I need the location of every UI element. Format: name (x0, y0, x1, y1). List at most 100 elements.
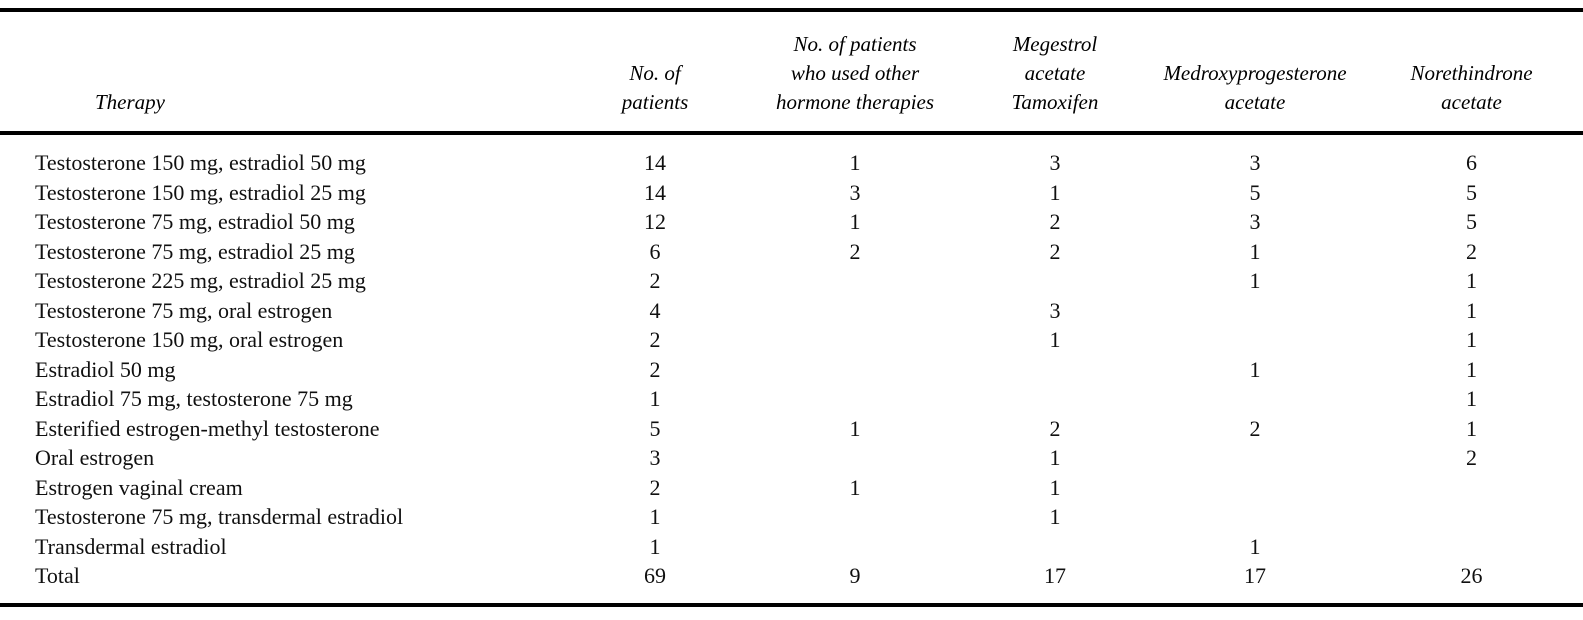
value-cell: 1 (649, 504, 661, 529)
value-cell (1150, 443, 1360, 473)
value-cell (1360, 473, 1583, 503)
value-cell: 3 (649, 445, 661, 470)
value-cell (750, 355, 960, 385)
value-cell: 2 (1249, 415, 1261, 441)
value-cell: 12 (644, 209, 666, 234)
column-header-megestrol-acetate-tamoxifen: Megestrol acetate Tamoxifen (960, 10, 1150, 135)
value-cell: 1 (649, 533, 661, 559)
value-cell: 14 (644, 150, 666, 175)
value-cell: 2 (649, 474, 661, 500)
value-cell: 1 (1249, 533, 1261, 559)
value-cell: 1 (1249, 356, 1261, 382)
table-row: Estradiol 75 mg, testosterone 75 mg 1 1 (0, 384, 1583, 414)
value-cell: 1 (1466, 268, 1477, 293)
value-cell (1150, 296, 1360, 326)
value-cell: 2 (1049, 209, 1061, 234)
value-cell: 3 (1249, 209, 1261, 234)
value-cell (750, 443, 960, 473)
column-header-no-of-patients: No. of patients (560, 10, 750, 135)
therapy-cell: Testosterone 150 mg, oral estrogen (35, 327, 344, 352)
therapy-cell: Esterified estrogen-methyl testosterone (35, 415, 380, 441)
value-cell: 2 (649, 327, 661, 352)
value-cell: 1 (1249, 238, 1261, 264)
value-cell: 3 (849, 179, 861, 205)
value-cell (750, 325, 960, 355)
value-cell: 1 (1466, 386, 1477, 411)
value-cell: 1 (1466, 415, 1477, 441)
table-row: Testosterone 150 mg, oral estrogen 2 1 1 (0, 325, 1583, 355)
value-cell: 1 (849, 474, 861, 500)
value-cell (750, 502, 960, 532)
therapy-cell: Transdermal estradiol (35, 533, 227, 559)
table-row: Testosterone 75 mg, estradiol 25 mg 6 2 2 1 2 (0, 237, 1583, 267)
value-cell: 6 (1466, 150, 1477, 175)
value-cell: 2 (1049, 415, 1061, 441)
value-cell: 1 (849, 415, 861, 441)
table-row: Testosterone 75 mg, estradiol 50 mg 12 1 2 3… (0, 207, 1583, 237)
value-cell (750, 296, 960, 326)
table-row: Estradiol 50 mg 2 1 1 (0, 355, 1583, 385)
value-cell: 2 (849, 238, 861, 264)
header-row: Therapy No. of patients No. of patients … (0, 10, 1583, 135)
value-cell (1360, 532, 1583, 562)
value-cell: 1 (1049, 179, 1061, 205)
value-cell: 5 (1466, 209, 1477, 234)
therapy-cell: Testosterone 225 mg, estradiol 25 mg (35, 268, 366, 293)
column-header-norethindrone-acetate: Norethindrone acetate (1360, 10, 1583, 135)
value-cell: 1 (1466, 297, 1477, 323)
value-cell (1150, 473, 1360, 503)
value-cell: 1 (1249, 268, 1261, 293)
table-body: Testosterone 150 mg, estradiol 50 mg 14 1 3… (0, 133, 1583, 605)
value-cell: 69 (644, 563, 666, 588)
therapy-cell: Testosterone 75 mg, estradiol 25 mg (35, 238, 355, 264)
therapy-cell: Estradiol 50 mg (35, 356, 176, 382)
value-cell (1150, 502, 1360, 532)
table-row: Testosterone 75 mg, oral estrogen 4 3 1 (0, 296, 1583, 326)
table-row: Testosterone 150 mg, estradiol 25 mg 14 3 1… (0, 178, 1583, 208)
value-cell: 1 (849, 150, 861, 175)
table-row: Transdermal estradiol 1 1 (0, 532, 1583, 562)
value-cell: 1 (649, 386, 661, 411)
value-cell (960, 266, 1150, 296)
column-header-other-hormone-therapies: No. of patients who used other hormone t… (750, 10, 960, 135)
value-cell (1150, 384, 1360, 414)
therapy-cell: Estradiol 75 mg, testosterone 75 mg (35, 386, 353, 411)
value-cell: 2 (649, 268, 661, 293)
value-cell: 5 (1466, 179, 1477, 205)
therapy-cell: Testosterone 150 mg, estradiol 50 mg (35, 150, 366, 175)
table-row: Esterified estrogen-methyl testosterone 5… (0, 414, 1583, 444)
value-cell: 17 (1044, 563, 1066, 588)
value-cell (750, 532, 960, 562)
therapy-table: Therapy No. of patients No. of patients … (0, 8, 1583, 607)
value-cell (1150, 325, 1360, 355)
value-cell: 3 (1249, 150, 1261, 175)
value-cell: 26 (1460, 563, 1483, 588)
therapy-cell: Testosterone 150 mg, estradiol 25 mg (35, 179, 366, 205)
value-cell: 5 (1249, 179, 1261, 205)
table-row: Estrogen vaginal cream 2 1 1 (0, 473, 1583, 503)
value-cell: 5 (649, 415, 661, 441)
value-cell: 9 (849, 563, 861, 588)
value-cell (960, 355, 1150, 385)
value-cell (960, 384, 1150, 414)
total-row: Total 69 9 17 17 26 (0, 561, 1583, 605)
table-row: Testosterone 75 mg, transdermal estradio… (0, 502, 1583, 532)
value-cell (750, 266, 960, 296)
therapy-cell: Testosterone 75 mg, oral estrogen (35, 297, 333, 323)
value-cell (960, 532, 1150, 562)
value-cell: 2 (1049, 238, 1061, 264)
therapy-cell: Oral estrogen (35, 445, 155, 470)
value-cell: 1 (1466, 356, 1477, 382)
total-label-cell: Total (35, 563, 80, 588)
value-cell: 1 (1049, 327, 1061, 352)
value-cell: 2 (1466, 238, 1477, 264)
table-row: Oral estrogen 3 1 2 (0, 443, 1583, 473)
value-cell: 6 (649, 238, 661, 264)
value-cell: 3 (1049, 297, 1061, 323)
value-cell: 3 (1049, 150, 1061, 175)
value-cell: 14 (644, 179, 666, 205)
value-cell: 4 (649, 297, 661, 323)
value-cell (1360, 502, 1583, 532)
column-header-medroxyprogesterone-acetate: Medroxyprogesterone acetate (1150, 10, 1360, 135)
